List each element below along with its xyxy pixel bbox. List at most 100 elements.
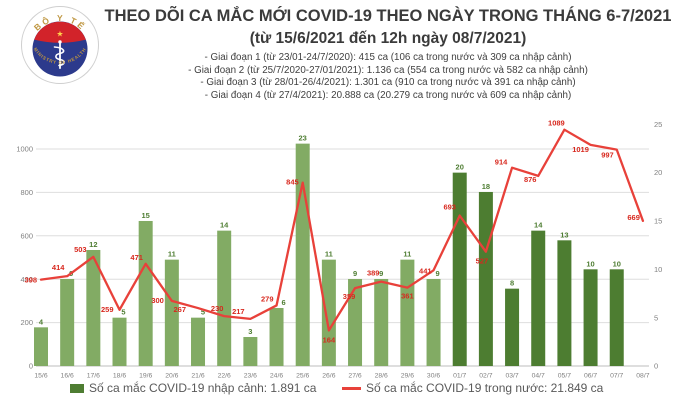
bar-label: 3 bbox=[248, 327, 252, 336]
rod-of-asclepius-icon bbox=[53, 40, 65, 69]
bar-18/6 bbox=[112, 317, 127, 366]
line-label: 164 bbox=[323, 335, 336, 344]
legend-imported-label: Số ca mắc COVID-19 nhập cảnh: 1.891 ca bbox=[89, 381, 317, 395]
domestic-line-swatch-icon bbox=[342, 386, 361, 390]
line-label: 1019 bbox=[572, 145, 589, 154]
x-tick-label: 01/7 bbox=[453, 373, 466, 380]
line-label: 217 bbox=[232, 307, 245, 316]
bar-17/6 bbox=[86, 249, 101, 366]
phase-2-line: - Giai đoạn 2 (từ 25/7/2020-27/01/2021):… bbox=[188, 64, 588, 76]
star-icon: ★ bbox=[56, 30, 63, 39]
bar-label: 11 bbox=[403, 250, 411, 259]
line-label: 267 bbox=[174, 305, 187, 314]
ministry-of-health-logo: BỘ Y TẾ ★ MINISTRY OF HEALTH bbox=[20, 5, 100, 85]
covid-daily-chart: 0 200 400 600 800 1000 0 5 10 15 20 25 4 9 12 5 15 11 5 14 3… bbox=[0, 112, 680, 380]
bar-07/7 bbox=[609, 269, 624, 366]
x-tick-label: 19/6 bbox=[139, 373, 152, 380]
bar-27/6 bbox=[348, 278, 363, 366]
y-right-tick-label: 20 bbox=[654, 168, 662, 177]
x-tick-label: 27/6 bbox=[348, 373, 361, 380]
bar-26/6 bbox=[321, 259, 336, 366]
bar-19/6 bbox=[138, 220, 153, 366]
page-subtitle: (từ 15/6/2021 đến 12h ngày 08/7/2021) bbox=[249, 30, 527, 47]
bar-label: 13 bbox=[560, 230, 568, 239]
bar-label: 11 bbox=[168, 250, 176, 259]
y-right-tick-label: 25 bbox=[654, 120, 662, 129]
page-title: THEO DÕI CA MẮC MỚI COVID-19 THEO NGÀY T… bbox=[104, 7, 672, 25]
line-label: 669 bbox=[627, 213, 640, 222]
x-tick-label: 25/6 bbox=[296, 373, 309, 380]
line-label: 300 bbox=[151, 296, 164, 305]
bar-label: 9 bbox=[435, 269, 439, 278]
logo-red-band bbox=[34, 21, 86, 43]
line-label: 441 bbox=[419, 266, 432, 275]
line-label: 359 bbox=[343, 292, 356, 301]
x-tick-label: 06/7 bbox=[584, 373, 597, 380]
x-tick-label: 08/7 bbox=[636, 373, 649, 380]
phase-4-line: - Giai đoạn 4 (từ 27/4/2021): 20.888 ca … bbox=[204, 89, 572, 101]
bar-label: 11 bbox=[325, 250, 333, 259]
y-left-tick-label: 800 bbox=[20, 188, 33, 197]
bar-label: 14 bbox=[534, 221, 543, 230]
chart-legend: Số ca mắc COVID-19 nhập cảnh: 1.891 ca S… bbox=[0, 381, 680, 401]
line-label: 398 bbox=[24, 276, 37, 285]
line-label: 471 bbox=[130, 253, 143, 262]
x-tick-label: 23/6 bbox=[244, 373, 257, 380]
x-tick-label: 28/6 bbox=[375, 373, 388, 380]
x-tick-label: 15/6 bbox=[34, 373, 47, 380]
bar-label: 18 bbox=[482, 182, 490, 191]
line-label: 876 bbox=[524, 175, 537, 184]
bar-label: 14 bbox=[220, 221, 229, 230]
phase-summary: - Giai đoạn 1 (từ 23/01-24/7/2020): 415 … bbox=[102, 52, 674, 102]
x-tick-label: 30/6 bbox=[427, 373, 440, 380]
bar-label: 23 bbox=[299, 134, 307, 143]
bar-label: 6 bbox=[281, 298, 285, 307]
y-left-tick-label: 600 bbox=[20, 231, 33, 240]
bar-label: 4 bbox=[39, 317, 44, 326]
bar-03/7 bbox=[505, 288, 520, 366]
legend-item-domestic: Số ca mắc COVID-19 trong nước: 21.849 ca bbox=[342, 381, 603, 395]
bar-22/6 bbox=[217, 230, 232, 366]
bar-label: 5 bbox=[201, 308, 205, 317]
bar-23/6 bbox=[243, 336, 258, 366]
bar-30/6 bbox=[426, 278, 441, 366]
line-label: 389 bbox=[367, 269, 380, 278]
x-tick-label: 05/7 bbox=[558, 373, 571, 380]
x-tick-label: 17/6 bbox=[87, 373, 100, 380]
y-left-tick-label: 200 bbox=[20, 318, 33, 327]
line-label: 693 bbox=[443, 203, 456, 212]
x-tick-label: 29/6 bbox=[401, 373, 414, 380]
bar-16/6 bbox=[60, 278, 75, 366]
bar-15/6 bbox=[34, 327, 48, 366]
y-right-tick-label: 10 bbox=[654, 265, 662, 274]
line-label: 845 bbox=[286, 178, 299, 187]
x-tick-label: 26/6 bbox=[322, 373, 335, 380]
bar-label: 20 bbox=[456, 163, 464, 172]
line-label: 997 bbox=[601, 151, 614, 160]
bar-20/6 bbox=[164, 259, 179, 366]
bar-label: 15 bbox=[142, 211, 150, 220]
x-tick-label: 02/7 bbox=[479, 373, 492, 380]
y-right-tick-label: 0 bbox=[654, 362, 658, 371]
y-left-tick-label: 1000 bbox=[16, 145, 33, 154]
x-tick-label: 22/6 bbox=[218, 373, 231, 380]
bar-29/6 bbox=[400, 259, 415, 366]
line-label: 361 bbox=[401, 292, 414, 301]
x-tick-label: 07/7 bbox=[610, 373, 623, 380]
moh-logo-icon: BỘ Y TẾ ★ MINISTRY OF HEALTH bbox=[21, 6, 99, 84]
x-tick-label: 04/7 bbox=[532, 373, 545, 380]
y-right-tick-label: 15 bbox=[654, 217, 662, 226]
y-left-tick-label: 400 bbox=[20, 275, 33, 284]
phase-1-line: - Giai đoạn 1 (từ 23/01-24/7/2020): 415 … bbox=[204, 52, 572, 63]
imported-bar-swatch-icon bbox=[70, 383, 84, 393]
legend-item-imported: Số ca mắc COVID-19 nhập cảnh: 1.891 ca bbox=[70, 381, 316, 395]
bar-24/6 bbox=[269, 307, 284, 366]
bar-04/7 bbox=[531, 230, 546, 366]
y-right-tick-label: 5 bbox=[654, 313, 658, 322]
line-label: 259 bbox=[101, 305, 114, 314]
y-left-tick-label: 0 bbox=[29, 362, 33, 371]
bar-06/7 bbox=[583, 269, 598, 366]
bar-label: 12 bbox=[89, 240, 97, 249]
bar-label: 9 bbox=[379, 269, 383, 278]
